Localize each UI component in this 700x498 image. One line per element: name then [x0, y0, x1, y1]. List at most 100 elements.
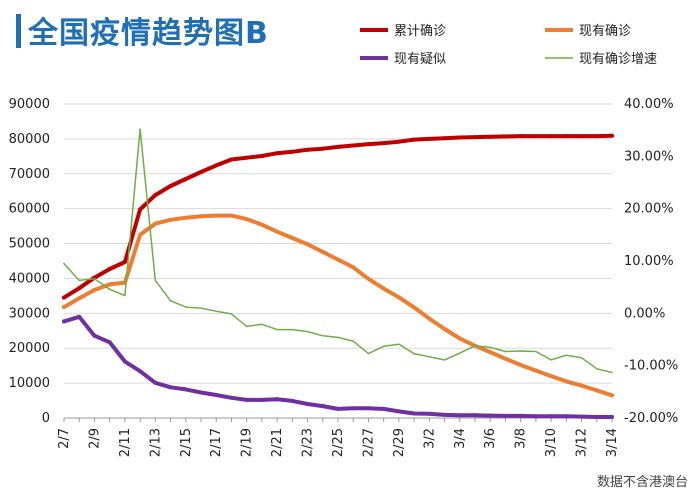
data-point [412, 411, 417, 416]
data-point [183, 177, 188, 182]
data-point [503, 356, 508, 361]
data-point [183, 215, 188, 220]
data-point [564, 379, 569, 384]
data-point [579, 134, 584, 139]
data-point [336, 257, 340, 262]
data-point [459, 352, 461, 354]
x-tick-label: 2/9 [87, 428, 102, 449]
data-point [366, 142, 371, 147]
legend-label: 累计确诊 [394, 24, 446, 39]
data-point [185, 306, 187, 308]
data-point [107, 282, 112, 287]
series-cumulative_confirmed [62, 133, 614, 300]
legend-label: 现有确诊增速 [579, 52, 657, 67]
data-point [366, 406, 371, 411]
data-point [244, 155, 249, 160]
data-point [473, 413, 477, 418]
data-point [62, 295, 66, 300]
data-point [594, 388, 599, 393]
x-tick-label: 2/17 [209, 428, 224, 457]
x-tick-label: 2/11 [118, 428, 133, 457]
data-point [244, 397, 249, 402]
data-point [396, 409, 401, 414]
data-point [503, 413, 508, 418]
data-point [214, 213, 219, 218]
data-point [154, 279, 157, 282]
data-point [259, 397, 264, 402]
data-point [199, 390, 203, 395]
data-point [549, 374, 554, 379]
data-point [564, 414, 569, 419]
data-point [153, 380, 158, 385]
left-tick-label: 50000 [9, 237, 50, 252]
left-tick-label: 0 [42, 411, 50, 426]
data-point [351, 406, 356, 411]
data-point [488, 134, 493, 139]
data-point [474, 345, 476, 347]
data-point [610, 414, 614, 419]
data-point [107, 340, 112, 345]
left-tick-label: 10000 [9, 376, 50, 391]
data-point [229, 213, 234, 218]
data-point [580, 357, 583, 359]
x-tick-label: 2/25 [331, 428, 346, 457]
legend-label: 现有确诊 [579, 24, 631, 39]
x-tick-label: 2/27 [361, 428, 376, 457]
data-point [245, 325, 248, 328]
data-point [366, 276, 371, 281]
data-point [336, 144, 340, 149]
data-point [442, 136, 447, 141]
series-layer [62, 128, 614, 419]
data-point [62, 319, 66, 324]
data-point [215, 310, 217, 312]
data-point [533, 368, 538, 373]
x-tick-label: 2/23 [301, 428, 316, 457]
x-tick-label: 2/7 [57, 428, 72, 449]
data-point [77, 314, 82, 319]
data-point [565, 354, 568, 356]
data-point [488, 413, 493, 418]
data-point [442, 327, 447, 332]
data-point [168, 385, 173, 390]
data-point [305, 242, 310, 247]
right-tick-label: 40.00% [624, 97, 674, 112]
data-point [199, 214, 203, 219]
left-axis: 0 10000 20000 30000 40000 50000 60000 70000 8000… [9, 97, 50, 426]
chart-title: 全国疫情趋势图B [28, 16, 269, 51]
data-point [77, 286, 82, 291]
data-point [138, 207, 143, 212]
data-point [352, 340, 354, 342]
data-point [229, 157, 234, 162]
data-point [610, 393, 614, 398]
series-current_suspected [62, 314, 614, 419]
left-tick-label: 80000 [9, 132, 50, 147]
data-point [199, 170, 203, 175]
data-point [412, 137, 417, 142]
right-tick-label: 30.00% [624, 149, 674, 164]
left-tick-label: 20000 [9, 341, 50, 356]
data-point [533, 134, 538, 139]
data-point [290, 398, 295, 403]
data-point [153, 193, 158, 198]
data-point [305, 147, 310, 152]
data-point [351, 143, 356, 148]
data-point [153, 221, 158, 226]
left-tick-label: 60000 [9, 202, 50, 217]
data-point [533, 414, 538, 419]
x-tick-label: 3/14 [605, 428, 620, 457]
data-point [320, 249, 325, 254]
right-axis: -20.00% -10.00% 0.00% 10.00% 20.00% 30.00% 40.… [624, 97, 678, 426]
legend-item-cumulative_confirmed: 累计确诊 [360, 24, 446, 39]
x-tick-label: 3/2 [422, 428, 437, 449]
data-point [108, 288, 111, 291]
x-tick-label: 3/8 [514, 428, 529, 449]
data-point [78, 279, 80, 282]
data-point [443, 359, 446, 361]
data-point [550, 359, 552, 361]
data-point [519, 350, 522, 352]
data-point [473, 135, 477, 140]
data-point [596, 368, 598, 370]
data-point [320, 146, 325, 151]
x-axis: 2/7 2/9 2/11 2/13 2/15 2/17 2/19 2/21 2/23 2/25 2/… [57, 417, 620, 457]
left-tick-label: 30000 [9, 306, 50, 321]
